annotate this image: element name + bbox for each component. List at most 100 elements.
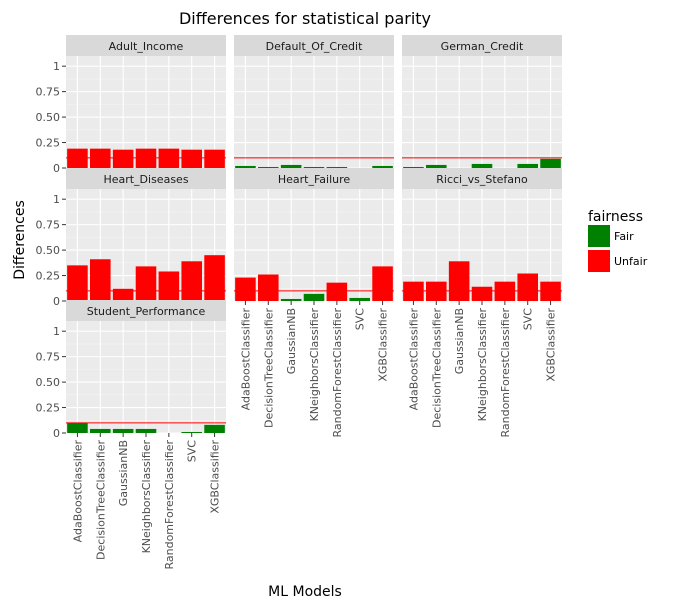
facet-panel: Heart_Diseases 0 0.25 0.50 0.75 1 bbox=[36, 168, 226, 308]
bar bbox=[326, 166, 348, 168]
bar bbox=[471, 286, 493, 301]
bar bbox=[112, 428, 134, 433]
facet-title: Heart_Failure bbox=[278, 173, 351, 186]
facet-panel: Ricci_vs_Stefano AdaBoostClassifier Decisi… bbox=[402, 168, 562, 438]
bar bbox=[158, 148, 180, 168]
y-tick-label: 0.75 bbox=[36, 351, 61, 364]
y-tick-label: 0.50 bbox=[36, 111, 61, 124]
x-tick-label: XGBClassifier bbox=[209, 440, 222, 514]
x-tick-label: AdaBoostClassifier bbox=[239, 308, 252, 411]
bar bbox=[258, 274, 279, 301]
x-tick-label: RandomForestClassifier bbox=[163, 440, 176, 570]
x-tick-label: SVC bbox=[522, 308, 535, 331]
x-tick-label: RandomForestClassifier bbox=[499, 308, 512, 438]
facet-panel: Heart_Failure AdaBoostClassifier DecisionT… bbox=[234, 168, 394, 438]
bar bbox=[181, 261, 202, 301]
y-tick-label: 1 bbox=[53, 325, 60, 338]
y-tick-label: 0 bbox=[53, 162, 60, 175]
bar bbox=[303, 166, 325, 168]
facet-strip bbox=[66, 300, 226, 321]
x-tick-label: RandomForestClassifier bbox=[331, 308, 344, 438]
facet-strip bbox=[402, 168, 562, 189]
bar bbox=[235, 165, 256, 168]
facet-panel: Default_Of_Credit bbox=[234, 35, 394, 169]
bar bbox=[158, 271, 180, 301]
y-tick-label: 0.50 bbox=[36, 376, 61, 389]
bar bbox=[67, 422, 88, 433]
y-tick-label: 0 bbox=[53, 295, 60, 308]
bar bbox=[494, 281, 516, 301]
facet-strip bbox=[234, 168, 394, 189]
x-tick-label: AdaBoostClassifier bbox=[71, 440, 84, 543]
facet-strip bbox=[402, 35, 562, 56]
x-tick-label: DecisionTreeClassifier bbox=[430, 308, 443, 428]
bar bbox=[181, 431, 202, 433]
y-tick-label: 0.50 bbox=[36, 244, 61, 257]
legend-swatch bbox=[588, 250, 610, 272]
facet-title: German_Credit bbox=[441, 40, 524, 53]
facet-strip bbox=[66, 168, 226, 189]
x-axis-label: ML Models bbox=[268, 584, 342, 600]
bar bbox=[349, 297, 370, 301]
bar bbox=[372, 165, 393, 168]
bar bbox=[426, 164, 447, 168]
legend-label: Fair bbox=[614, 230, 634, 243]
y-tick-label: 0.75 bbox=[36, 219, 61, 232]
x-tick-label: DecisionTreeClassifier bbox=[94, 440, 107, 560]
chart-title: Differences for statistical parity bbox=[179, 9, 431, 28]
bar bbox=[67, 148, 88, 168]
legend-label: Unfair bbox=[614, 255, 648, 268]
facet-panels: Adult_Income 0 0.25 0.50 0.75 1 Default_Of_Cre… bbox=[36, 35, 562, 570]
legend-swatch bbox=[588, 225, 610, 247]
facet-panel: German_Credit bbox=[402, 35, 562, 169]
bar bbox=[471, 163, 493, 168]
bar bbox=[280, 164, 302, 168]
bar bbox=[448, 261, 470, 301]
y-tick-label: 0.75 bbox=[36, 86, 61, 99]
bar bbox=[90, 428, 111, 433]
bar bbox=[181, 149, 202, 168]
bar bbox=[303, 293, 325, 301]
bar bbox=[90, 259, 111, 301]
bar bbox=[112, 149, 134, 168]
x-tick-label: SVC bbox=[354, 308, 367, 331]
facet-title: Ricci_vs_Stefano bbox=[436, 173, 528, 186]
bar bbox=[540, 158, 561, 168]
facet-title: Adult_Income bbox=[109, 40, 184, 53]
legend: fairness Fair Unfair bbox=[588, 209, 648, 272]
x-tick-label: XGBClassifier bbox=[377, 308, 390, 382]
bar bbox=[517, 163, 538, 168]
x-tick-label: KNeighborsClassifier bbox=[476, 308, 489, 422]
facet-title: Heart_Diseases bbox=[103, 173, 188, 186]
x-tick-label: AdaBoostClassifier bbox=[407, 308, 420, 411]
bar bbox=[372, 266, 393, 301]
x-tick-label: DecisionTreeClassifier bbox=[262, 308, 275, 428]
bar bbox=[426, 281, 447, 301]
x-tick-label: SVC bbox=[186, 440, 199, 463]
bar bbox=[235, 277, 256, 301]
bar bbox=[540, 281, 561, 301]
bar bbox=[403, 166, 424, 168]
bar bbox=[67, 265, 88, 301]
x-tick-label: KNeighborsClassifier bbox=[140, 440, 153, 554]
bar bbox=[326, 282, 348, 301]
y-tick-label: 0 bbox=[53, 427, 60, 440]
bar bbox=[90, 148, 111, 168]
y-tick-label: 0.25 bbox=[36, 270, 61, 283]
facet-strip bbox=[66, 35, 226, 56]
bar bbox=[112, 288, 134, 301]
bar bbox=[517, 273, 538, 301]
facet-title: Default_Of_Credit bbox=[266, 40, 363, 53]
y-tick-label: 1 bbox=[53, 193, 60, 206]
bar bbox=[258, 166, 279, 168]
x-tick-label: GaussianNB bbox=[117, 440, 130, 506]
x-tick-label: XGBClassifier bbox=[545, 308, 558, 382]
x-tick-label: KNeighborsClassifier bbox=[308, 308, 321, 422]
y-tick-label: 0.25 bbox=[36, 137, 61, 150]
bar bbox=[204, 424, 225, 433]
x-tick-label: GaussianNB bbox=[453, 308, 466, 374]
bar bbox=[204, 255, 225, 301]
facet-strip bbox=[234, 35, 394, 56]
